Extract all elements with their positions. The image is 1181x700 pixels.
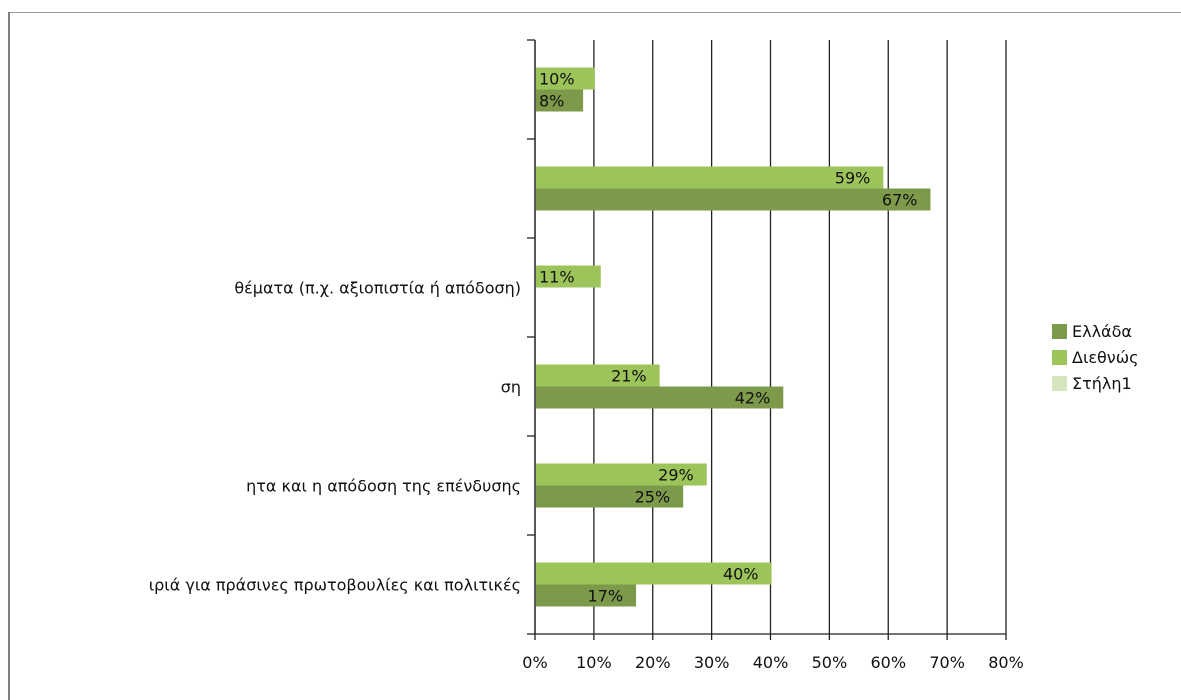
x-tick-label: 20%	[635, 653, 671, 672]
bar-ellada	[536, 584, 637, 607]
data-label: 29%	[658, 466, 694, 485]
data-label: 17%	[588, 587, 624, 606]
bar-ellada	[536, 485, 684, 508]
bars	[536, 67, 931, 607]
frame-top-border	[8, 12, 1181, 13]
bar-diethnos	[536, 67, 595, 90]
axes	[527, 39, 1007, 640]
legend-item: Ελλάδα	[1052, 318, 1139, 344]
data-label: 42%	[735, 389, 771, 408]
labels: 0% 10% 20% 30% 40% 50% 60% 70% 80% θέματα (π.χ. α…	[149, 70, 1024, 673]
bar-ellada	[536, 89, 584, 112]
data-label: 25%	[635, 488, 671, 507]
x-tick-label: 70%	[929, 653, 965, 672]
bar-ellada	[536, 386, 784, 409]
legend-swatch	[1052, 349, 1067, 365]
data-label: 11%	[539, 268, 575, 287]
data-label: 67%	[882, 191, 918, 210]
legend-label: Ελλάδα	[1072, 321, 1132, 341]
bar-diethnos	[536, 166, 884, 189]
bar-diethnos	[536, 364, 660, 387]
bar-ellada	[536, 188, 931, 211]
bar-diethnos	[536, 562, 772, 585]
category-label: ητα και η απόδοση της επένδυσης	[246, 477, 521, 496]
data-label: 10%	[539, 70, 575, 89]
x-tick-label: 0%	[522, 653, 547, 672]
x-tick-label: 60%	[870, 653, 906, 672]
legend-swatch	[1052, 375, 1067, 391]
x-tick-label: 80%	[988, 653, 1024, 672]
legend: Ελλάδα Διεθνώς Στήλη1	[1052, 318, 1139, 396]
legend-item: Στήλη1	[1052, 370, 1139, 396]
x-tick-label: 40%	[753, 653, 789, 672]
legend-label: Διεθνώς	[1072, 347, 1139, 367]
category-label: ιριά για πράσινες πρωτοβουλίες και πολιτ…	[149, 576, 521, 595]
gridlines	[534, 40, 1007, 634]
bar-diethnos	[536, 463, 707, 486]
category-label: ση	[501, 378, 521, 397]
data-label: 40%	[723, 565, 759, 584]
legend-item: Διεθνώς	[1052, 344, 1139, 370]
x-tick-label: 10%	[576, 653, 612, 672]
data-label: 21%	[611, 367, 647, 386]
x-tick-label: 50%	[812, 653, 848, 672]
legend-swatch	[1052, 323, 1067, 339]
legend-label: Στήλη1	[1072, 373, 1132, 393]
category-label: θέματα (π.χ. αξιοπιστία ή απόδοση)	[234, 279, 521, 298]
data-label: 8%	[539, 92, 564, 111]
frame-left-border	[8, 12, 10, 700]
x-tick-label: 30%	[694, 653, 730, 672]
data-label: 59%	[835, 169, 871, 188]
bar-diethnos	[536, 265, 601, 288]
